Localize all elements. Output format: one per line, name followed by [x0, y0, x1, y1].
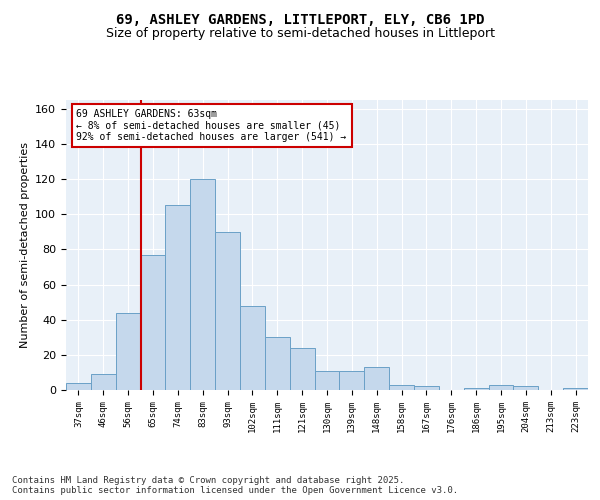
Bar [464, 388, 488, 390]
Bar [215, 232, 240, 390]
Bar [488, 384, 514, 390]
Bar [290, 348, 314, 390]
Bar [340, 370, 364, 390]
Text: 69, ASHLEY GARDENS, LITTLEPORT, ELY, CB6 1PD: 69, ASHLEY GARDENS, LITTLEPORT, ELY, CB6… [116, 12, 484, 26]
Bar [265, 338, 290, 390]
Bar [414, 386, 439, 390]
Bar [140, 254, 166, 390]
Bar [514, 386, 538, 390]
Bar [314, 370, 340, 390]
Bar [91, 374, 116, 390]
Text: Contains HM Land Registry data © Crown copyright and database right 2025.
Contai: Contains HM Land Registry data © Crown c… [12, 476, 458, 495]
Bar [66, 383, 91, 390]
Bar [190, 179, 215, 390]
Bar [563, 388, 588, 390]
Y-axis label: Number of semi-detached properties: Number of semi-detached properties [20, 142, 29, 348]
Bar [389, 384, 414, 390]
Bar [116, 312, 140, 390]
Bar [166, 206, 190, 390]
Text: 69 ASHLEY GARDENS: 63sqm
← 8% of semi-detached houses are smaller (45)
92% of se: 69 ASHLEY GARDENS: 63sqm ← 8% of semi-de… [76, 108, 347, 142]
Bar [364, 367, 389, 390]
Text: Size of property relative to semi-detached houses in Littleport: Size of property relative to semi-detach… [106, 28, 494, 40]
Bar [240, 306, 265, 390]
